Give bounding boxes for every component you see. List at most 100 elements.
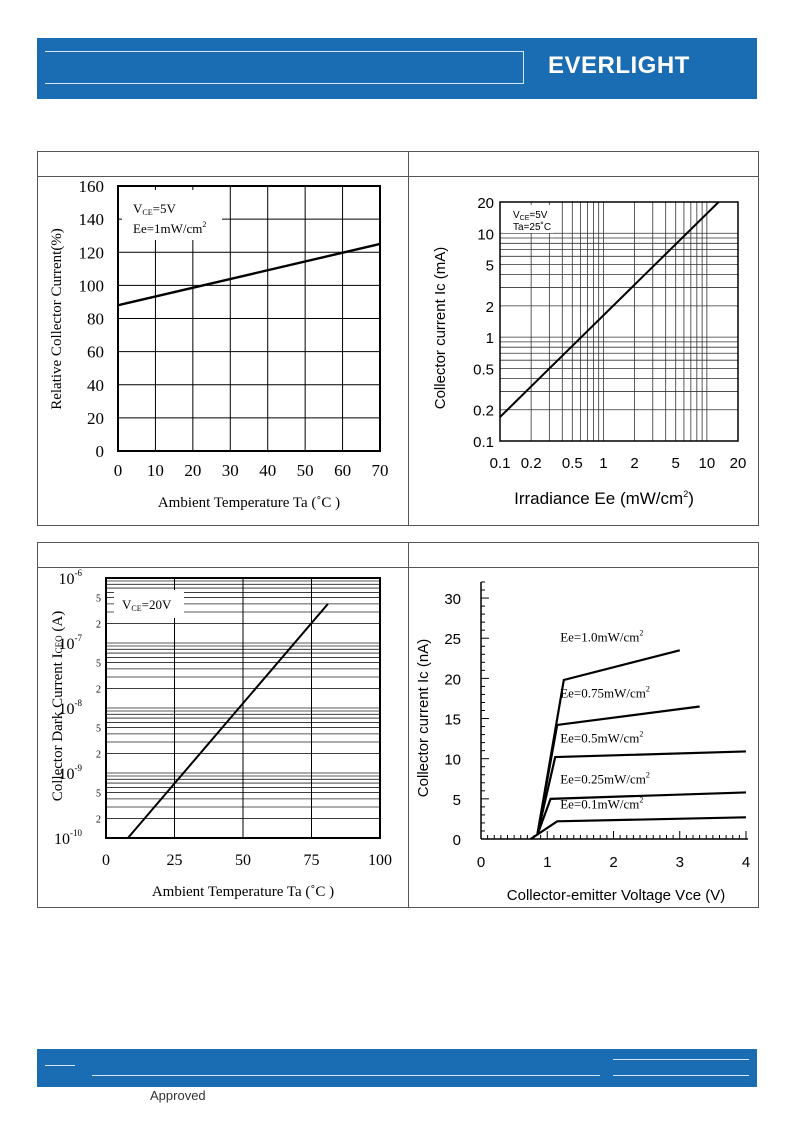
chart-relative-current-vs-temperature: 0 20 40 60 80 100 120 140 160 0 10 20 30 40 50 60 70 VC… bbox=[49, 177, 389, 511]
c1-plot-frame bbox=[117, 185, 381, 452]
c2-x-tick-label: 0.1 bbox=[490, 455, 511, 472]
banner-rule-top bbox=[45, 51, 523, 52]
c3-y-tick-minor-label: 5 bbox=[96, 724, 101, 735]
c2-y-tick-label: 0.2 bbox=[473, 403, 494, 420]
c4-y-ticks: 0 5 10 15 20 25 30 bbox=[444, 581, 489, 849]
chart-current-vs-irradiance: 0.1 0.2 0.5 1 2 5 10 20 0.1 0.2 0.5 1 2 5 10 20 VCE=5V… bbox=[432, 195, 747, 508]
c2-x-tick-label: 0.5 bbox=[562, 455, 583, 472]
c1-x-tick-label: 20 bbox=[184, 461, 201, 480]
footer-rule-right-top bbox=[613, 1059, 749, 1060]
banner-rule-divider bbox=[523, 51, 524, 84]
c3-y-tick-minor-label: 5 bbox=[96, 659, 101, 670]
c2-x-tick-label: 10 bbox=[699, 455, 716, 472]
c3-x-tick-label: 75 bbox=[304, 852, 320, 869]
footer-rule-right-bottom bbox=[613, 1075, 749, 1076]
banner-rule-bottom bbox=[45, 83, 523, 84]
c2-x-tick-label: 0.2 bbox=[521, 455, 542, 472]
c1-y-tick-label: 140 bbox=[79, 210, 105, 229]
c3-x-tick-label: 25 bbox=[167, 852, 183, 869]
c1-annotation-ee: Ee=1mW/cm2 bbox=[133, 220, 206, 236]
c3-plot-frame bbox=[105, 577, 381, 839]
c3-y-tick-minor-label: 2 bbox=[96, 684, 101, 695]
chart-table-bottom bbox=[37, 542, 759, 908]
c1-x-axis-label: Ambient Temperature Ta (˚C ) bbox=[158, 495, 340, 511]
c4-x-tick-label: 2 bbox=[609, 854, 617, 871]
header-banner: EVERLIGHT bbox=[37, 38, 757, 99]
c4-series-label-1: Ee=0.75mW/cm2 bbox=[560, 684, 650, 700]
c4-series-label-4: Ee=0.1mW/cm2 bbox=[560, 795, 643, 811]
c3-annotation-bg bbox=[114, 590, 184, 618]
c4-y-tick-label: 30 bbox=[444, 591, 461, 608]
c2-x-axis-label: Irradiance Ee (mW/cm2) bbox=[514, 489, 694, 508]
c2-x-tick-label: 5 bbox=[672, 455, 680, 472]
c2-y-axis-label: Collector current Ic (mA) bbox=[432, 247, 449, 410]
chart-dark-current-vs-temperature: 10-6 5 2 10-7 5 2 10-8 5 2 10-9 5 2 10-10 0 25 50 75 100… bbox=[50, 568, 392, 900]
c2-y-tick-label: 0.5 bbox=[473, 361, 494, 378]
c3-y-tick-label: 10-7 bbox=[59, 633, 83, 653]
c3-x-tick-label: 0 bbox=[102, 852, 110, 869]
c4-x-tick-label: 3 bbox=[676, 854, 684, 871]
c2-x-ticks: 0.1 0.2 0.5 1 2 5 10 20 bbox=[490, 455, 747, 472]
c1-x-tick-label: 70 bbox=[372, 461, 389, 480]
c2-annotation-bg bbox=[503, 205, 553, 233]
c1-y-tick-label: 120 bbox=[79, 243, 105, 262]
footer-rule-middle bbox=[92, 1075, 600, 1076]
c4-series: Ee=1.0mW/cm2 Ee=0.75mW/cm2 Ee=0.5mW/cm2 Ee=… bbox=[530, 628, 747, 840]
c4-series-label-0: Ee=1.0mW/cm2 bbox=[560, 628, 643, 644]
c1-x-tick-label: 30 bbox=[222, 461, 239, 480]
c4-y-axis-label: Collector current Ic (nA) bbox=[415, 639, 432, 797]
c1-y-tick-label: 160 bbox=[79, 177, 105, 196]
c2-series-line bbox=[499, 201, 720, 418]
c1-x-tick-label: 10 bbox=[147, 461, 164, 480]
c3-y-tick-minor-label: 5 bbox=[96, 594, 101, 605]
chart-current-vs-vce: 0 5 10 15 20 25 30 0 1 2 3 4 Ee=1.0mW/cm2 Ee=0.75mW… bbox=[415, 581, 750, 904]
c3-y-tick-minor-label: 5 bbox=[96, 789, 101, 800]
c1-annotation-vce: VCE=5V bbox=[133, 201, 176, 217]
c4-series-label-3: Ee=0.25mW/cm2 bbox=[560, 770, 650, 786]
c1-x-tick-label: 60 bbox=[334, 461, 351, 480]
c3-y-tick-label: 10-9 bbox=[59, 763, 83, 783]
c4-y-tick-label: 25 bbox=[444, 631, 461, 648]
c3-y-axis-label: Collector Dark Current ICEO (A) bbox=[50, 611, 66, 801]
c2-y-tick-label: 1 bbox=[486, 330, 494, 347]
c4-y-tick-label: 15 bbox=[444, 712, 461, 729]
c1-x-tick-label: 40 bbox=[259, 461, 276, 480]
c2-x-tick-label: 20 bbox=[730, 455, 747, 472]
c2-x-tick-label: 1 bbox=[599, 455, 607, 472]
c3-y-tick-minor-label: 2 bbox=[96, 814, 101, 825]
footer-rule-left bbox=[45, 1065, 75, 1066]
c2-y-ticks: 0.1 0.2 0.5 1 2 5 10 20 bbox=[473, 195, 494, 451]
c1-y-tick-label: 60 bbox=[87, 343, 104, 362]
c2-y-tick-label: 5 bbox=[486, 258, 494, 275]
c4-x-axis-label: Collector-emitter Voltage Vce (V) bbox=[507, 887, 725, 904]
chart-table-top-divider bbox=[408, 152, 409, 525]
chart-table-bottom-divider bbox=[408, 543, 409, 907]
c1-annotation-bg bbox=[122, 190, 222, 240]
c3-x-tick-label: 50 bbox=[235, 852, 251, 869]
c3-y-ticks: 10-6 5 2 10-7 5 2 10-8 5 2 10-9 5 2 10-10 bbox=[54, 568, 101, 848]
c2-annotation-vce: VCE=5V bbox=[513, 210, 548, 222]
c2-grid bbox=[499, 201, 739, 442]
c1-x-ticks: 0 10 20 30 40 50 60 70 bbox=[114, 461, 389, 480]
c2-annotation-ta: Ta=25˚C bbox=[513, 221, 551, 233]
c1-y-ticks: 0 20 40 60 80 100 120 140 160 bbox=[79, 177, 105, 461]
chart-table-top bbox=[37, 151, 759, 526]
c4-y-tick-label: 10 bbox=[444, 752, 461, 769]
c3-x-ticks: 0 25 50 75 100 bbox=[102, 852, 392, 869]
c4-y-tick-label: 5 bbox=[453, 792, 461, 809]
everlight-logo: EVERLIGHT bbox=[548, 52, 690, 79]
c4-y-tick-label: 20 bbox=[444, 671, 461, 688]
c4-y-tick-label: 0 bbox=[453, 832, 461, 849]
c2-plot-frame bbox=[499, 201, 739, 442]
c4-series-line-2 bbox=[536, 750, 747, 836]
approved-label: Approved bbox=[150, 1088, 206, 1103]
c3-x-tick-label: 100 bbox=[368, 852, 392, 869]
c4-series-line-1 bbox=[536, 705, 700, 836]
c1-y-tick-label: 40 bbox=[87, 376, 104, 395]
c2-x-tick-label: 2 bbox=[630, 455, 638, 472]
c3-y-tick-minor-label: 2 bbox=[96, 749, 101, 760]
c4-series-line-3 bbox=[536, 791, 747, 836]
chart-table-bottom-header bbox=[38, 543, 758, 568]
c3-annotation-vce: VCE=20V bbox=[122, 597, 172, 613]
c1-y-tick-label: 0 bbox=[96, 442, 105, 461]
